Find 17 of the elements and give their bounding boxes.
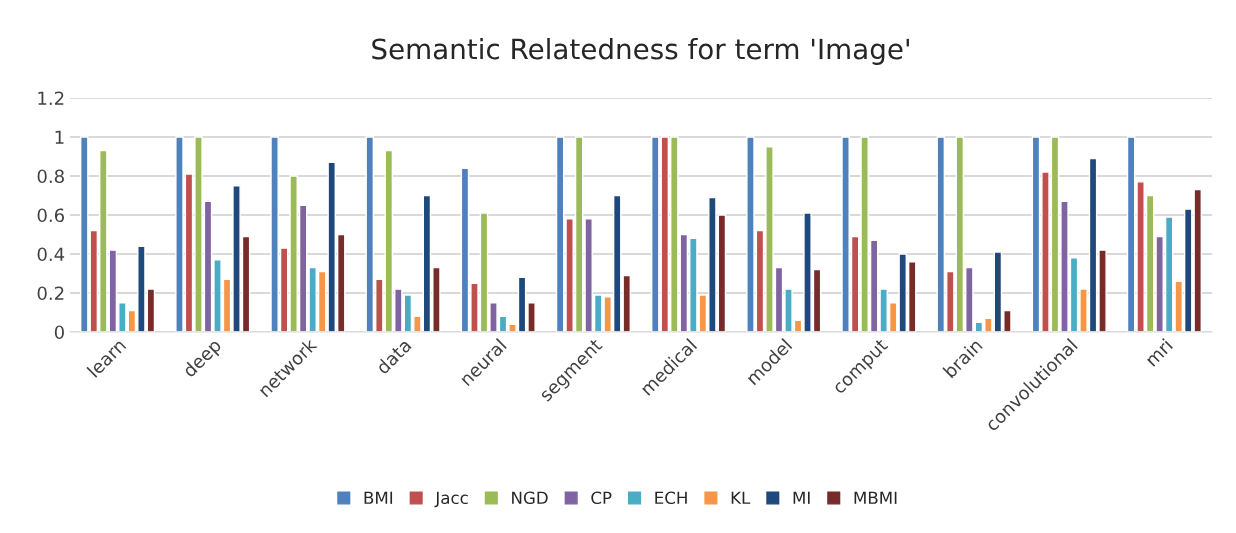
x-tick-label: mri xyxy=(1144,338,1173,367)
chart-title: Semantic Relatedness for term 'Image' xyxy=(372,38,909,65)
y-tick-label: 0 xyxy=(54,325,64,340)
legend-label: KL xyxy=(731,491,751,504)
y-tick-label: 1.2 xyxy=(38,91,64,105)
legend-label: ECH xyxy=(655,491,687,505)
y-tick-label: 0.6 xyxy=(37,208,64,223)
legend-label: NGD xyxy=(512,491,548,505)
y-tick-label: 0.8 xyxy=(37,169,64,184)
legend-label: MBMI xyxy=(854,491,897,504)
y-tick-label: 0.4 xyxy=(37,247,65,262)
legend-label: BMI xyxy=(364,491,393,504)
y-tick-label: 0.2 xyxy=(37,286,64,301)
legend-label: MI xyxy=(793,491,810,504)
y-tick-label: 1 xyxy=(55,130,64,144)
legend-label: CP xyxy=(591,491,612,505)
legend-label: Jacc xyxy=(434,491,468,508)
